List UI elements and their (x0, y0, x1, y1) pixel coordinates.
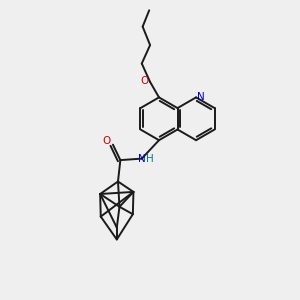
Text: N: N (197, 92, 205, 102)
Text: O: O (141, 76, 149, 86)
Text: N: N (138, 154, 145, 164)
Text: H: H (146, 154, 154, 164)
Text: O: O (102, 136, 110, 146)
